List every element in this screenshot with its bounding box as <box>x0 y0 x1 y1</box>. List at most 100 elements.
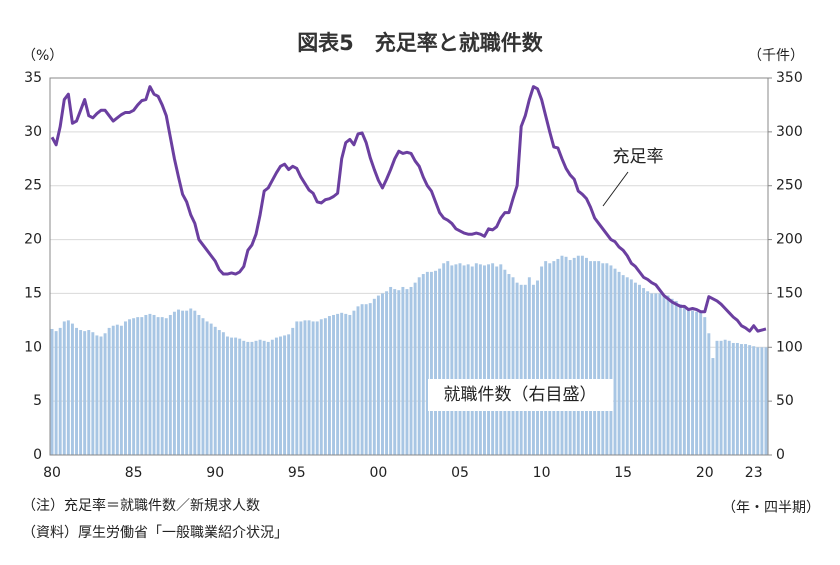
y-tick-label: 35 <box>24 70 42 86</box>
bar <box>719 340 723 455</box>
bar <box>91 332 95 455</box>
bar <box>548 263 552 455</box>
y2-tick-label: 150 <box>776 285 803 301</box>
bar <box>572 257 576 455</box>
bar <box>625 277 629 455</box>
bar <box>731 342 735 455</box>
bar <box>197 314 201 455</box>
bar <box>299 321 303 455</box>
leader-line <box>602 171 629 207</box>
bar <box>254 340 258 455</box>
bar <box>360 304 364 455</box>
bar <box>172 311 176 455</box>
bar <box>221 332 225 455</box>
x-tick-label: 23 <box>745 465 763 481</box>
bar <box>421 274 425 455</box>
bar <box>642 288 646 455</box>
bar <box>75 327 78 455</box>
bar <box>389 286 393 455</box>
bar <box>760 347 764 455</box>
bar <box>450 265 454 455</box>
bar <box>605 263 609 455</box>
bar <box>617 271 621 455</box>
bar <box>531 284 535 455</box>
bar <box>597 261 601 455</box>
bar <box>258 339 262 455</box>
bar <box>348 314 352 455</box>
bar <box>609 265 613 455</box>
bar <box>470 266 474 455</box>
bar <box>234 337 238 455</box>
bar <box>319 319 323 455</box>
bar <box>132 318 136 455</box>
bar <box>621 275 625 455</box>
bar <box>189 308 193 455</box>
bar <box>735 342 739 455</box>
bar <box>217 330 221 455</box>
y2-tick-label: 100 <box>776 339 803 355</box>
bar <box>385 291 389 455</box>
bar <box>238 338 242 455</box>
bar <box>409 286 413 455</box>
bar <box>303 320 307 455</box>
bar <box>462 265 466 455</box>
bar <box>527 277 531 455</box>
bar <box>446 261 450 455</box>
bar <box>417 277 421 455</box>
bar <box>213 326 217 455</box>
bar <box>744 344 748 455</box>
bar <box>79 330 83 455</box>
bar <box>593 261 597 455</box>
bar <box>87 330 91 455</box>
bar <box>401 286 405 455</box>
bar <box>589 261 593 455</box>
bar <box>678 304 682 455</box>
bar <box>332 314 335 455</box>
y2-tick-label: 50 <box>776 393 794 409</box>
bar <box>311 321 315 455</box>
bar <box>327 316 331 455</box>
bar <box>438 268 442 455</box>
bar <box>201 318 205 455</box>
series-label: 充足率 <box>613 147 664 167</box>
bar <box>638 284 641 455</box>
bar <box>291 327 295 455</box>
bar <box>478 264 482 455</box>
bar <box>740 344 743 455</box>
bar <box>715 340 719 455</box>
x-tick-label: 85 <box>125 465 143 481</box>
bar <box>491 263 495 455</box>
bar <box>584 257 588 455</box>
x-tick-label: 05 <box>451 465 469 481</box>
bar <box>507 274 511 455</box>
bar <box>262 340 266 455</box>
bar <box>279 336 282 455</box>
bar <box>193 310 197 455</box>
y2-tick-label: 300 <box>776 124 803 140</box>
bar <box>148 313 152 455</box>
bar <box>629 279 633 455</box>
y-tick-label: 25 <box>24 178 42 194</box>
bar <box>580 255 584 455</box>
bar <box>633 282 637 455</box>
y2-axis-label: （千件） <box>748 48 804 64</box>
bar <box>356 306 360 455</box>
bar <box>752 346 756 455</box>
x-tick-label: 20 <box>696 465 714 481</box>
bar <box>434 270 437 455</box>
x-tick-label: 80 <box>43 465 61 481</box>
bar <box>646 291 650 455</box>
y-tick-label: 30 <box>24 124 42 140</box>
bar <box>695 311 699 455</box>
bar <box>181 310 185 455</box>
bar <box>352 310 356 455</box>
bar <box>650 293 654 455</box>
bar <box>58 327 62 455</box>
y2-tick-label: 250 <box>776 178 803 194</box>
bar <box>495 266 499 455</box>
bar <box>487 264 491 455</box>
bar <box>662 295 666 455</box>
bar <box>691 310 694 455</box>
bar <box>115 324 119 455</box>
y-axis-label: （%） <box>22 48 63 64</box>
